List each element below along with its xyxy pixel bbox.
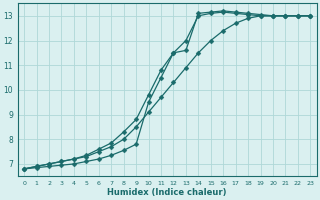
X-axis label: Humidex (Indice chaleur): Humidex (Indice chaleur) — [108, 188, 227, 197]
